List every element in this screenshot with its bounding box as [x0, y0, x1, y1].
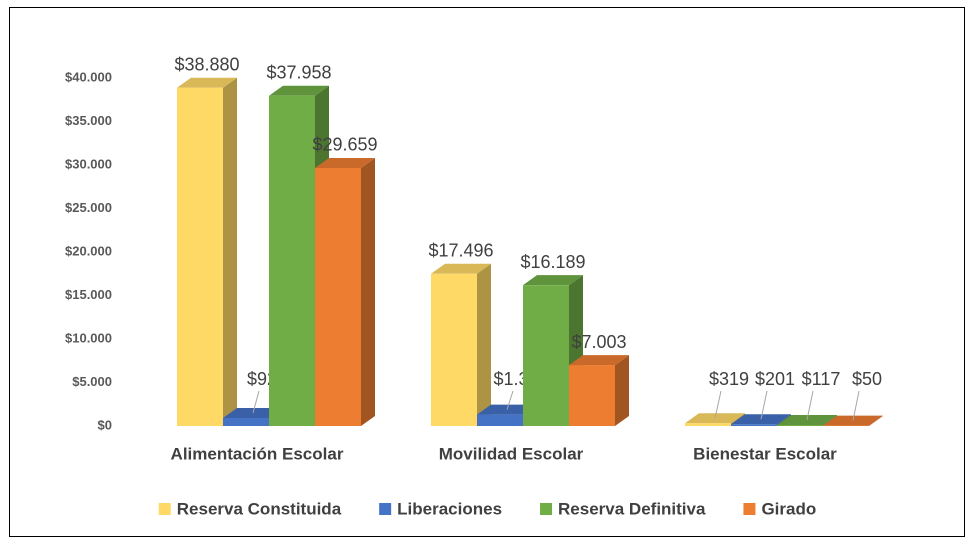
bar-front	[731, 424, 777, 426]
value-label: $319	[709, 369, 749, 389]
bar-top	[177, 77, 237, 88]
bar-front	[269, 95, 315, 426]
value-label: $201	[755, 369, 795, 389]
y-tick-label: $5.000	[72, 374, 112, 389]
bar-front	[569, 365, 615, 426]
bar-side	[869, 415, 883, 426]
bar-front	[177, 87, 223, 426]
bar	[315, 157, 375, 426]
leader-line	[806, 390, 814, 421]
x-tick-label: Movilidad Escolar	[439, 444, 584, 463]
bar-top	[431, 263, 491, 274]
value-label: $7.003	[571, 332, 626, 352]
value-label: $17.496	[428, 241, 493, 261]
bar-top	[315, 157, 375, 168]
leader-line	[714, 390, 722, 419]
x-tick-label: Bienestar Escolar	[693, 444, 837, 463]
legend-swatch	[540, 503, 553, 515]
legend-swatch	[158, 503, 171, 515]
legend-label: Reserva Constituida	[177, 499, 342, 518]
value-label: $16.189	[520, 252, 585, 272]
y-tick-label: $40.000	[65, 69, 112, 84]
bar-top	[569, 355, 629, 366]
y-tick-label: $25.000	[65, 200, 112, 215]
y-tick-label: $20.000	[65, 243, 112, 258]
y-tick-label: $0	[98, 417, 112, 432]
bar-top	[523, 275, 583, 286]
leader-line	[760, 390, 768, 420]
value-label: $117	[802, 369, 841, 389]
bar	[569, 355, 629, 426]
legend-label: Liberaciones	[397, 499, 502, 518]
bar-front	[315, 167, 361, 426]
x-tick-label: Alimentación Escolar	[171, 444, 344, 463]
bar	[177, 77, 237, 426]
y-tick-label: $10.000	[65, 330, 112, 345]
legend-swatch	[743, 503, 756, 515]
bar-side	[615, 355, 629, 426]
bar-front	[685, 423, 731, 426]
leader-line	[506, 390, 514, 410]
bar-front	[223, 417, 269, 426]
leader-line	[252, 390, 260, 414]
bar-front	[477, 414, 523, 426]
legend-label: Girado	[761, 499, 816, 518]
bar-front	[431, 273, 477, 426]
y-tick-label: $30.000	[65, 156, 112, 171]
bar-front	[777, 424, 823, 426]
value-label: $38.880	[174, 54, 239, 74]
y-tick-label: $15.000	[65, 287, 112, 302]
bar-side	[361, 157, 375, 426]
legend-label: Reserva Definitiva	[558, 499, 706, 518]
bar-front	[523, 285, 569, 426]
legend-swatch	[379, 503, 392, 515]
bar-side	[223, 77, 237, 426]
value-label: $29.659	[312, 135, 377, 155]
leader-line	[852, 390, 860, 421]
bar	[523, 275, 583, 426]
value-label: $50	[852, 369, 882, 389]
bar-top	[269, 85, 329, 96]
bar-side	[477, 263, 491, 426]
y-tick-label: $35.000	[65, 113, 112, 128]
value-label: $37.958	[266, 63, 331, 83]
bar	[431, 263, 491, 426]
